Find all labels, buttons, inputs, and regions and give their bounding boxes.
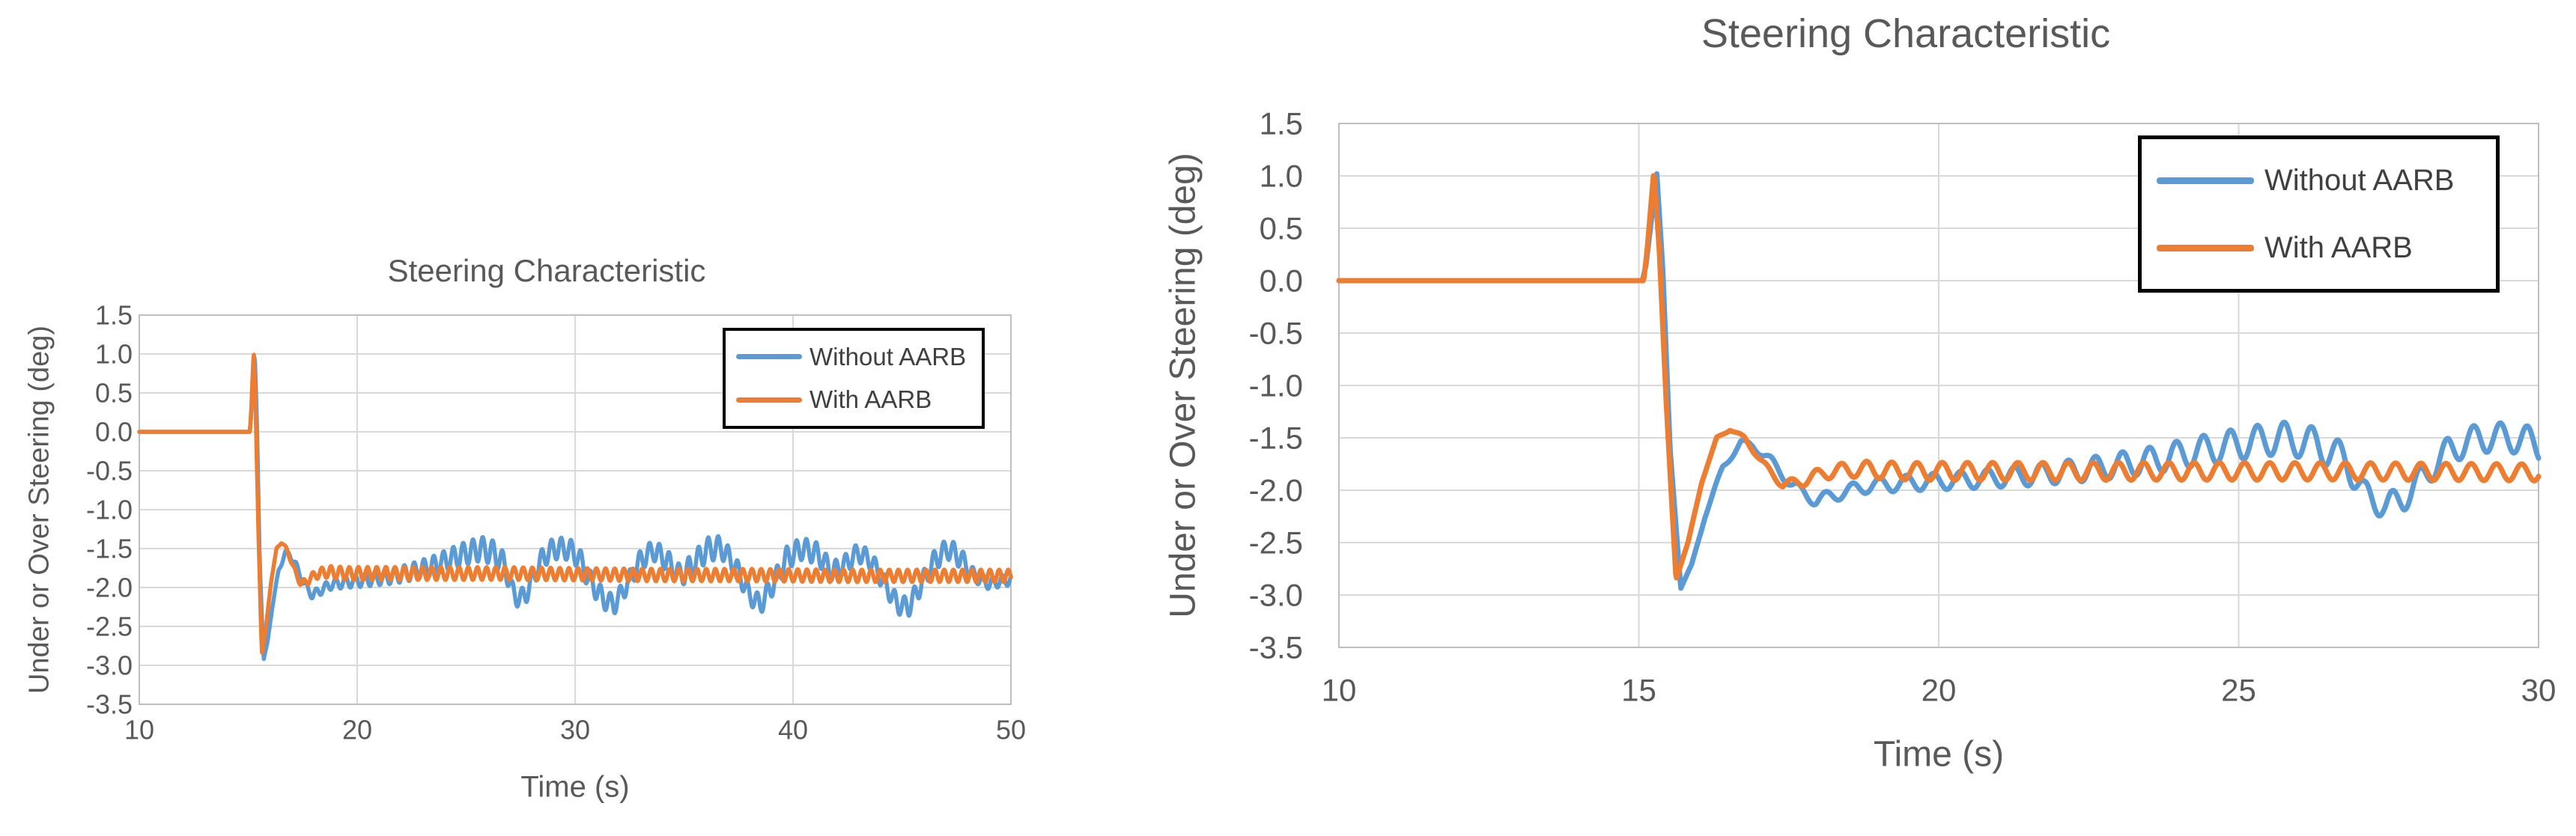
- y-tick-label: 0.5: [1260, 211, 1303, 246]
- right-chart-legend: Without AARB With AARB: [2138, 135, 2500, 293]
- y-tick-label: 0.0: [95, 417, 133, 448]
- x-tick-label: 20: [1922, 673, 1957, 708]
- right-chart-y-axis-title: Under or Over Steering (deg): [1163, 153, 1203, 618]
- y-tick-label: 0.5: [95, 378, 133, 409]
- legend-entry-without-aarb: Without AARB: [2142, 164, 2496, 198]
- y-tick-label: -1.0: [86, 495, 133, 525]
- without-aarb-line-swatch: [2157, 177, 2254, 184]
- series-line-with-aarb: [137, 353, 1013, 655]
- y-tick-label: -1.5: [1249, 421, 1303, 456]
- left-chart-y-axis-title: Under or Over Steering (deg): [23, 325, 55, 695]
- y-tick-label: -2.5: [86, 611, 133, 642]
- y-tick-label: -2.0: [86, 573, 133, 603]
- without-aarb-line-swatch: [736, 354, 802, 360]
- legend-entry-with-aarb: With AARB: [726, 385, 982, 414]
- x-tick-label: 40: [778, 715, 808, 745]
- x-tick-label: 10: [124, 715, 154, 745]
- x-tick-label: 15: [1621, 673, 1656, 708]
- legend-entry-with-aarb: With AARB: [2142, 231, 2496, 265]
- y-tick-label: -2.0: [1249, 473, 1303, 508]
- x-tick-label: 30: [560, 715, 590, 745]
- y-tick-label: 1.5: [95, 300, 133, 331]
- y-tick-label: -1.0: [1249, 368, 1303, 403]
- y-tick-label: -2.5: [1249, 525, 1303, 561]
- plot-border: [1338, 123, 2539, 648]
- y-tick-label: -3.5: [1249, 630, 1303, 665]
- legend-label: Without AARB: [809, 342, 967, 370]
- x-tick-label: 25: [2221, 673, 2256, 708]
- y-tick-label: -0.5: [1249, 316, 1303, 351]
- legend-label: With AARB: [809, 385, 932, 414]
- x-tick-label: 10: [1322, 673, 1357, 708]
- x-tick-label: 30: [2521, 673, 2557, 708]
- plot-border: [139, 314, 1012, 705]
- with-aarb-line-swatch: [2157, 244, 2254, 251]
- y-tick-label: -0.5: [86, 456, 133, 486]
- left-chart-title: Steering Characteristic: [387, 253, 706, 288]
- legend-entry-without-aarb: Without AARB: [726, 343, 982, 371]
- series-line-without-aarb: [137, 356, 1013, 662]
- y-tick-label: 1.0: [1260, 159, 1303, 194]
- right-chart-x-axis-title: Time (s): [1873, 734, 2005, 775]
- left-chart-legend: Without AARB With AARB: [723, 328, 985, 429]
- left-chart-x-axis-title: Time (s): [520, 770, 630, 804]
- y-tick-label: -3.5: [86, 689, 133, 720]
- y-tick-label: -3.0: [1249, 578, 1303, 613]
- y-tick-label: 1.0: [95, 339, 133, 370]
- legend-label: With AARB: [2264, 231, 2413, 264]
- right-chart-title: Steering Characteristic: [1701, 11, 2111, 56]
- series-line-with-aarb: [1336, 173, 2542, 581]
- y-tick-label: 0.0: [1260, 263, 1303, 299]
- x-tick-label: 20: [342, 715, 372, 745]
- x-tick-label: 50: [996, 715, 1026, 745]
- legend-label: Without AARB: [2264, 163, 2455, 197]
- y-tick-label: -1.5: [86, 534, 133, 564]
- with-aarb-line-swatch: [736, 397, 802, 403]
- y-tick-label: 1.5: [1260, 106, 1303, 141]
- y-tick-label: -3.0: [86, 650, 133, 681]
